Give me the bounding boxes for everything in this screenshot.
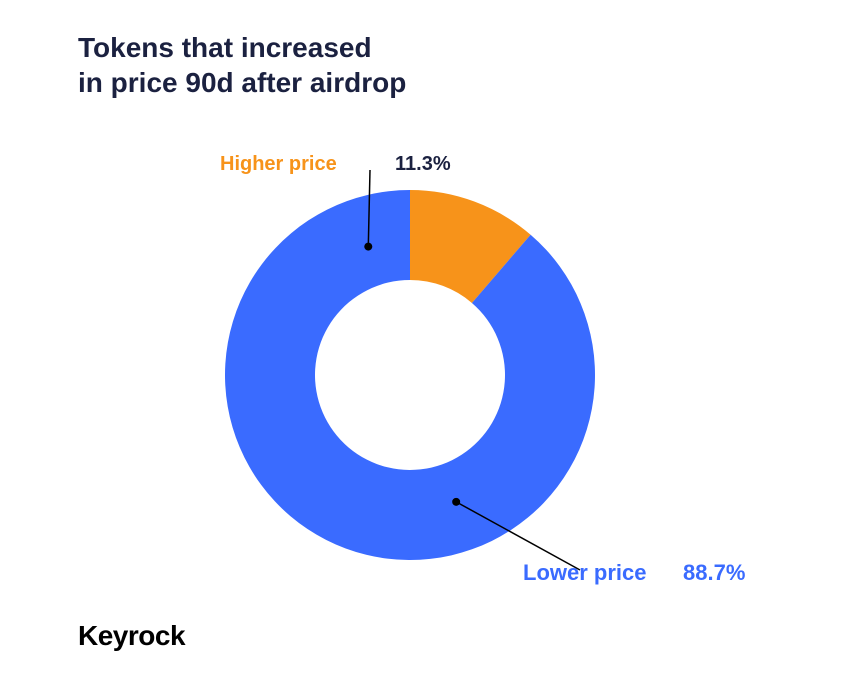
callout-dot-higher (364, 243, 372, 251)
callout-value-higher: 11.3% (395, 153, 451, 176)
callout-label-higher: Higher price (220, 153, 337, 176)
callout-value-lower: 88.7% (683, 560, 745, 586)
callout-dot-lower (452, 498, 460, 506)
callout-label-lower: Lower price (523, 560, 646, 586)
chart-container: Tokens that increased in price 90d after… (0, 0, 853, 680)
brand-logo: Keyrock (78, 620, 185, 652)
donut-slice-lower (225, 190, 595, 560)
